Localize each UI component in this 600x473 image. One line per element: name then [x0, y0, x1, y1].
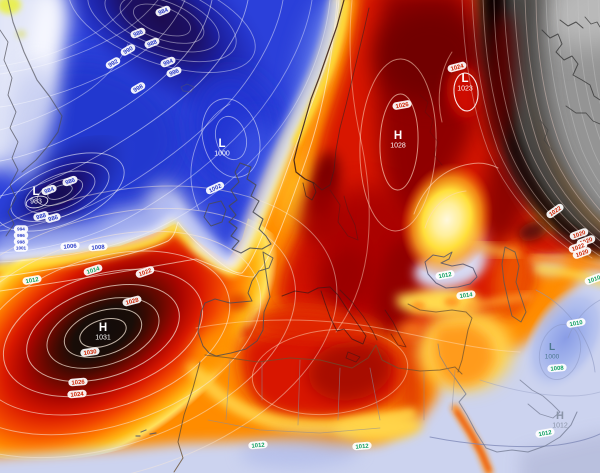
svg-text:984: 984	[158, 7, 170, 17]
svg-text:H: H	[556, 410, 564, 422]
svg-text:1000: 1000	[545, 354, 560, 361]
svg-text:1012: 1012	[552, 423, 568, 430]
svg-text:1012: 1012	[538, 430, 553, 438]
svg-text:1014: 1014	[459, 292, 474, 300]
svg-text:996: 996	[169, 68, 181, 78]
svg-text:L: L	[32, 186, 39, 198]
svg-text:986: 986	[133, 29, 145, 39]
svg-text:1001: 1001	[16, 246, 27, 251]
svg-text:988: 988	[147, 39, 159, 49]
svg-text:994: 994	[17, 227, 25, 232]
svg-text:1028: 1028	[125, 297, 140, 306]
svg-text:1024: 1024	[450, 63, 465, 72]
svg-text:1022: 1022	[571, 243, 586, 253]
svg-text:1012: 1012	[25, 277, 40, 285]
svg-text:1006: 1006	[63, 243, 77, 250]
svg-text:1012: 1012	[438, 272, 453, 280]
svg-text:998: 998	[17, 239, 25, 244]
svg-text:1028: 1028	[390, 143, 406, 150]
svg-text:996: 996	[17, 233, 25, 238]
svg-text:H: H	[99, 322, 107, 334]
svg-text:1010: 1010	[569, 320, 584, 328]
svg-text:1008: 1008	[550, 365, 564, 372]
svg-text:1002: 1002	[208, 183, 223, 194]
svg-text:L: L	[461, 73, 468, 85]
svg-text:1012: 1012	[251, 442, 265, 449]
svg-text:998: 998	[133, 84, 145, 94]
svg-text:1026: 1026	[71, 379, 85, 386]
svg-text:1014: 1014	[86, 266, 101, 276]
svg-text:990: 990	[123, 46, 135, 56]
svg-text:H: H	[394, 130, 402, 142]
svg-text:994: 994	[163, 58, 175, 68]
svg-text:1023: 1023	[457, 86, 473, 93]
svg-text:1026: 1026	[395, 102, 410, 110]
svg-text:1012: 1012	[355, 443, 369, 450]
svg-text:1024: 1024	[70, 391, 84, 398]
svg-text:1030: 1030	[83, 349, 98, 357]
svg-text:984: 984	[44, 186, 56, 195]
svg-text:L: L	[549, 342, 555, 353]
svg-text:986: 986	[48, 215, 60, 224]
svg-text:983: 983	[30, 199, 42, 206]
svg-text:1020: 1020	[575, 249, 590, 259]
svg-text:1031: 1031	[95, 335, 111, 342]
svg-text:1010: 1010	[587, 275, 600, 285]
svg-text:1020: 1020	[572, 230, 587, 240]
svg-text:L: L	[218, 138, 225, 150]
svg-text:1022: 1022	[138, 268, 153, 278]
svg-text:1008: 1008	[91, 244, 105, 251]
svg-text:988: 988	[36, 213, 48, 222]
svg-text:992: 992	[108, 59, 120, 69]
svg-text:1000: 1000	[214, 151, 230, 158]
svg-text:1020: 1020	[579, 237, 594, 247]
svg-text:986: 986	[65, 177, 77, 186]
